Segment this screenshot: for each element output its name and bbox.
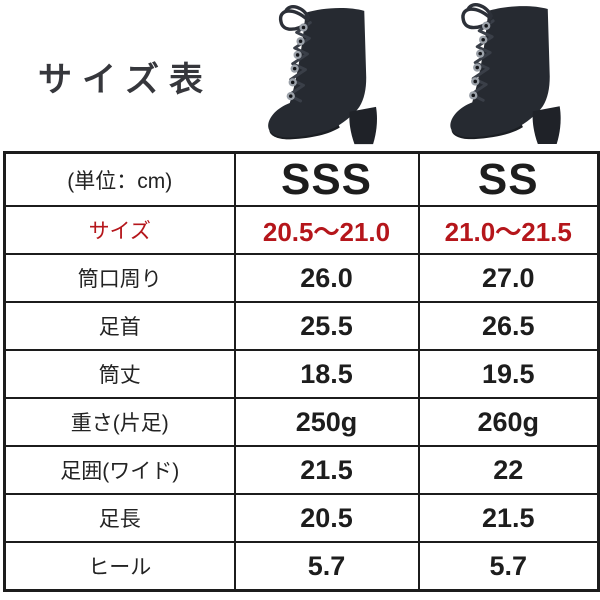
cell-value: 5.7 (233, 541, 420, 592)
cell-value: 25.5 (233, 301, 420, 351)
cell-value: 22 (417, 445, 600, 495)
boot-photo-left (268, 5, 377, 145)
unit-header-cell: (単位：cm) (3, 151, 236, 207)
row-label: 筒口周り (3, 253, 236, 303)
cell-value: 20.5 (233, 493, 420, 543)
cell-value: 18.5 (233, 349, 420, 399)
cell-value: 26.0 (233, 253, 420, 303)
table-row: 筒丈 18.5 19.5 (3, 349, 600, 399)
boot-photo-right (450, 3, 561, 145)
row-label: 足長 (3, 493, 236, 543)
table-row: 重さ(片足) 250g 260g (3, 397, 600, 447)
table-row: 足首 25.5 26.5 (3, 301, 600, 351)
eyelets (286, 23, 308, 101)
cell-value: 27.0 (417, 253, 600, 303)
table-row-size: サイズ 20.5〜21.0 21.0〜21.5 (3, 205, 600, 255)
cell-value: 260g (417, 397, 600, 447)
cell-value: 250g (233, 397, 420, 447)
row-label: 筒丈 (3, 349, 236, 399)
page-title: サイズ表 (38, 61, 213, 99)
size-value-ss: 21.0〜21.5 (417, 205, 600, 255)
size-table: (単位：cm) SSS SS サイズ 20.5〜21.0 21.0〜21.5 筒… (3, 151, 600, 592)
column-header-ss: SS (417, 151, 600, 207)
table-row: 足長 20.5 21.5 (3, 493, 600, 543)
cell-value: 5.7 (417, 541, 600, 592)
table-header-row: (単位：cm) SSS SS (3, 151, 600, 207)
row-label: 重さ(片足) (3, 397, 236, 447)
table-row: 足囲(ワイド) 21.5 22 (3, 445, 600, 495)
row-label: 足囲(ワイド) (3, 445, 236, 495)
eyelets (469, 21, 491, 100)
boot-icon (268, 5, 377, 145)
cell-value: 26.5 (417, 301, 600, 351)
table-row: 筒口周り 26.0 27.0 (3, 253, 600, 303)
row-label: ヒール (3, 541, 236, 592)
cell-value: 19.5 (417, 349, 600, 399)
column-header-sss: SSS (233, 151, 420, 207)
size-value-sss: 20.5〜21.0 (233, 205, 420, 255)
table-row: ヒール 5.7 5.7 (3, 541, 600, 592)
cell-value: 21.5 (233, 445, 420, 495)
row-label-size: サイズ (3, 205, 236, 255)
row-label: 足首 (3, 301, 236, 351)
cell-value: 21.5 (417, 493, 600, 543)
boot-icon (450, 3, 561, 145)
